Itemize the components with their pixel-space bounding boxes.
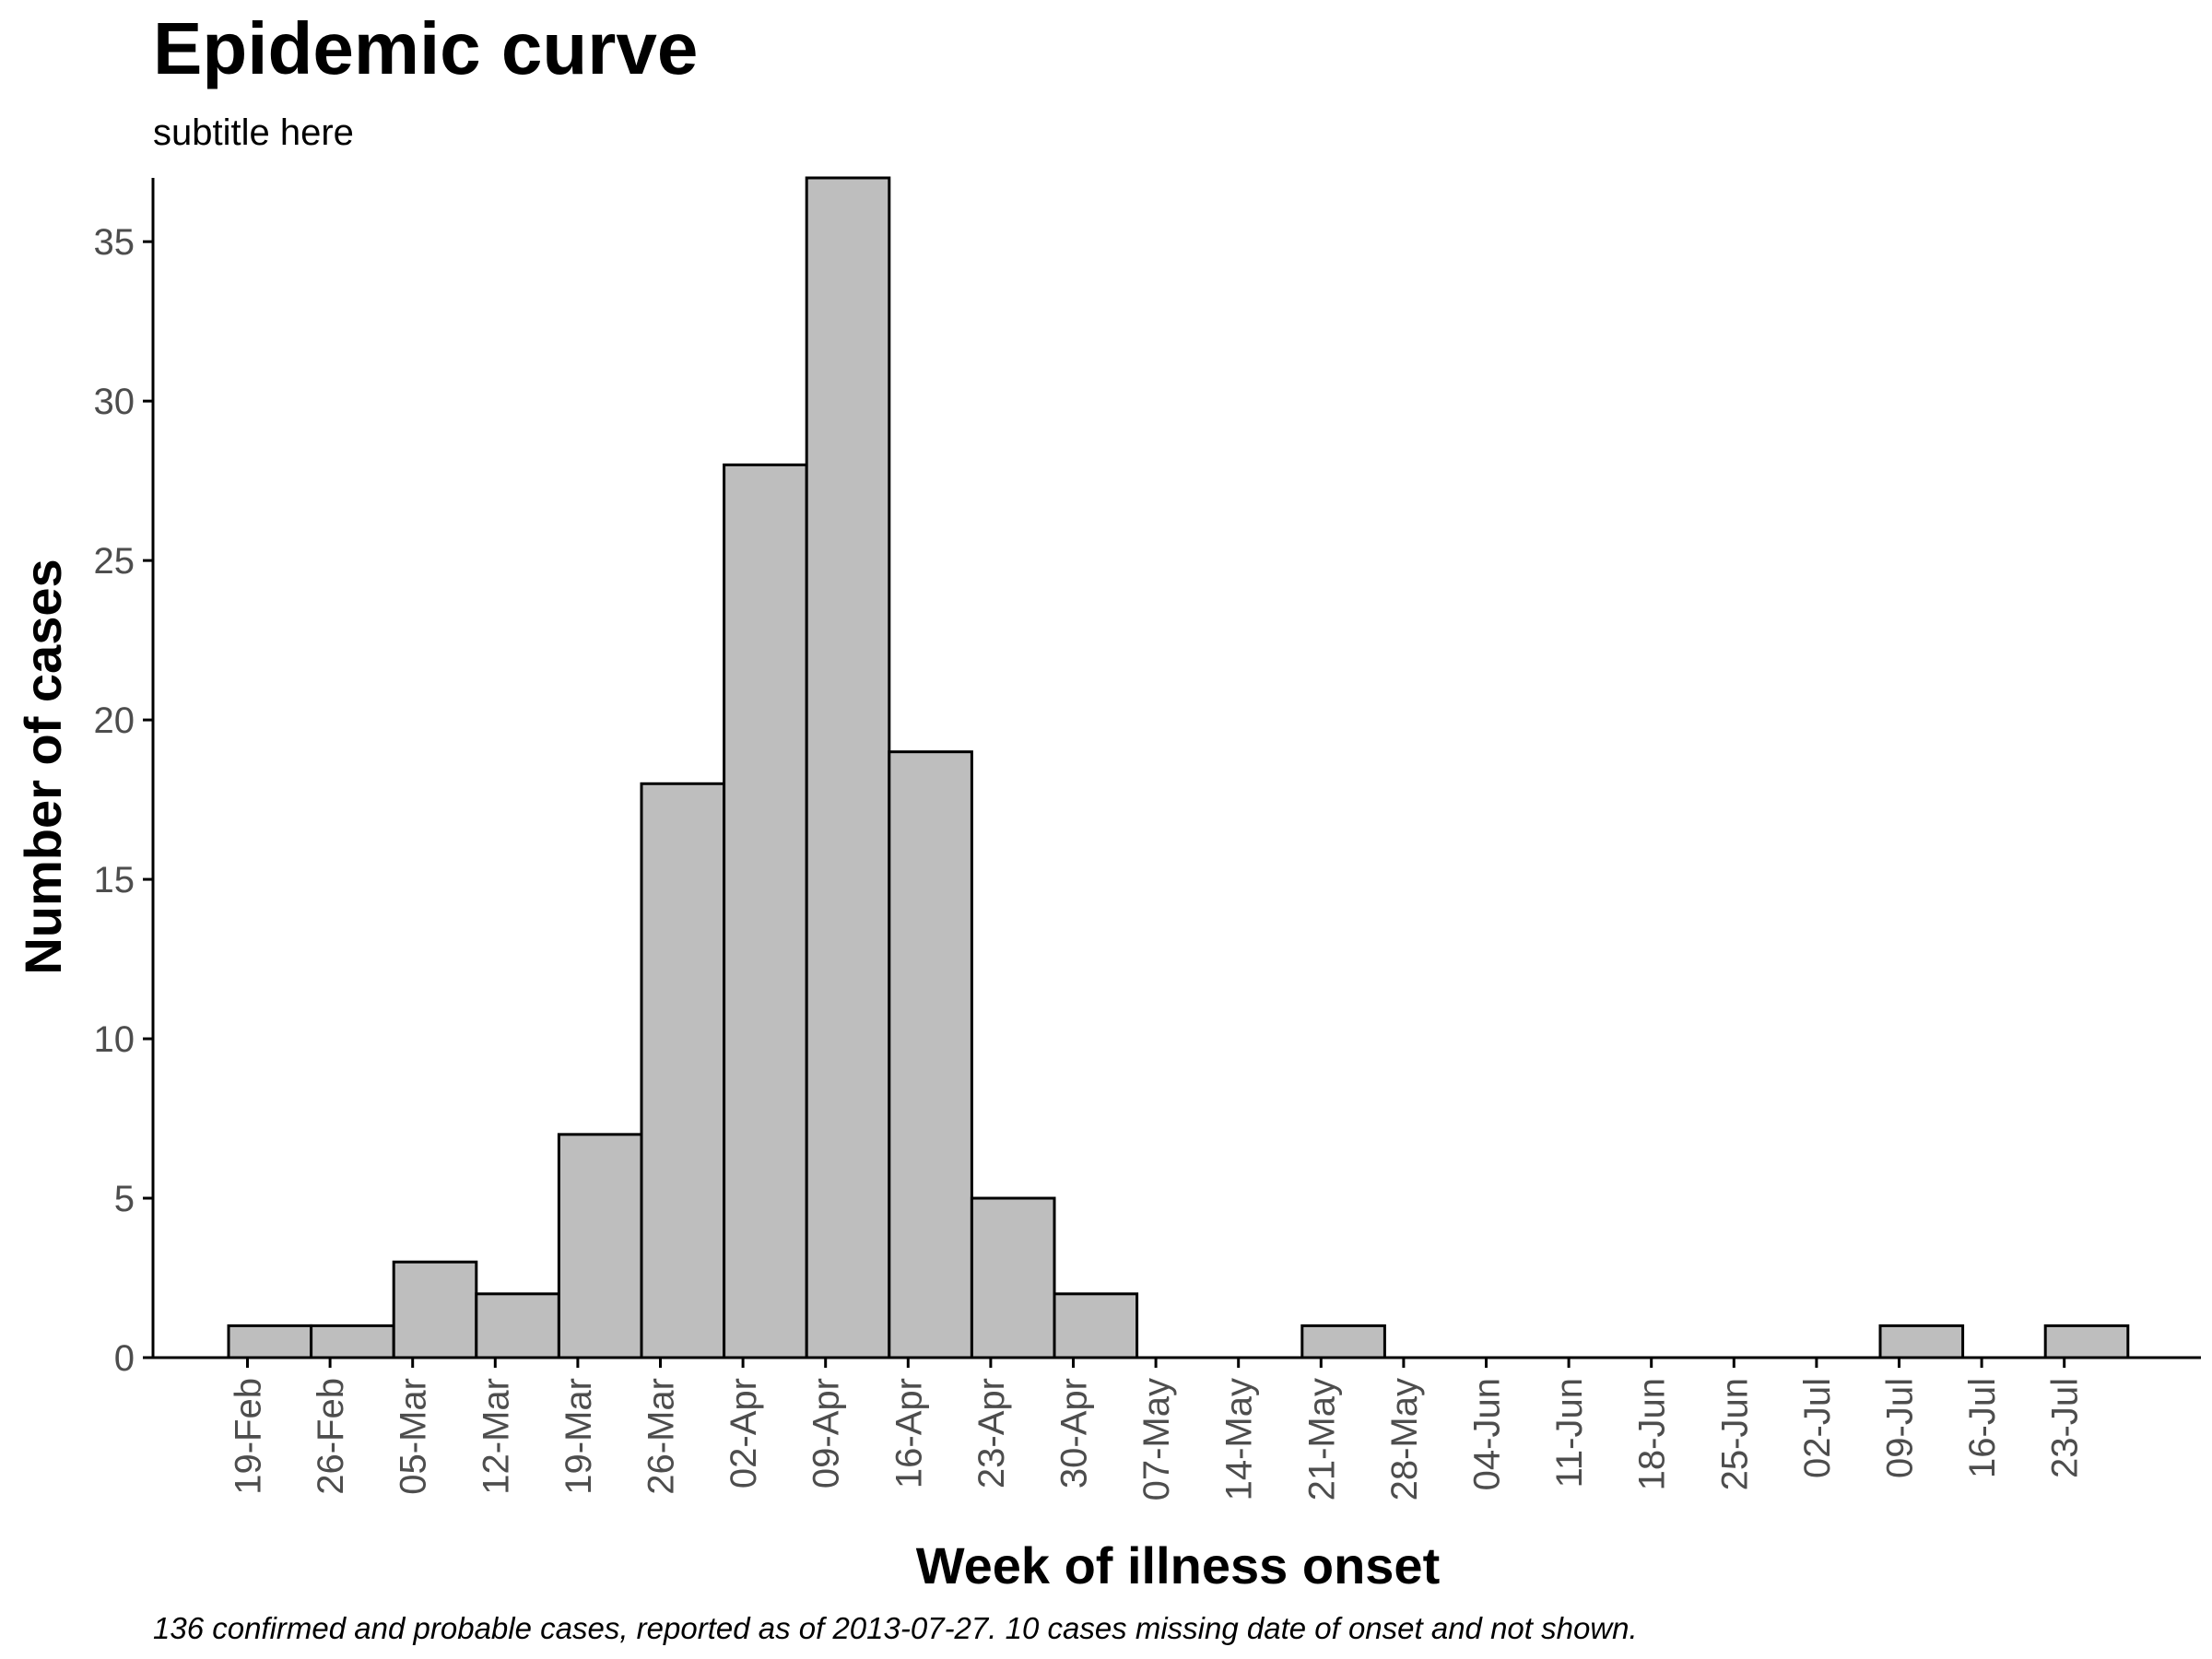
chart-title: Epidemic curve [153,7,698,89]
x-tick-label-18-Jun: 18-Jun [1632,1378,1673,1490]
bar-2013-03-25 [640,782,726,1359]
y-axis: 0 5 10 15 20 25 30 35 [94,178,155,1379]
x-tick-label-23-Jul: 23-Jul [2045,1378,2086,1478]
y-tick-label-15: 15 [94,860,135,900]
bar-2013-07-08 [1878,1324,1965,1359]
bar-2013-07-22 [2043,1324,2130,1359]
y-tick-label-25: 25 [94,541,135,582]
x-tick-label-19-Mar: 19-Mar [559,1378,599,1495]
x-tick-label-23-Apr: 23-Apr [971,1378,1012,1488]
x-tick-label-28-May: 28-May [1384,1378,1425,1500]
x-tick-label-11-Jun: 11-Jun [1549,1378,1590,1488]
x-tick-label-04-Jun: 04-Jun [1467,1378,1508,1490]
bar-2013-03-04 [392,1260,478,1359]
chart-subtitle: subtitle here [153,112,354,153]
bar-2013-05-20 [1300,1324,1386,1359]
x-tick-label-09-Jul: 09-Jul [1880,1378,1921,1478]
bar-2013-03-11 [475,1292,560,1359]
x-tick-label-09-Apr: 09-Apr [806,1378,847,1488]
bar-2013-04-01 [723,463,808,1359]
x-axis: 19-Feb 26-Feb 05-Mar 12-Mar 19-Mar 26-Mar 02-A… [153,1356,2201,1500]
bar-2013-04-29 [1053,1292,1139,1359]
x-tick-label-26-Mar: 26-Mar [641,1378,682,1495]
y-tick-label-0: 0 [114,1338,135,1379]
y-tick-label-20: 20 [94,700,135,741]
x-tick-label-19-Feb: 19-Feb [229,1378,269,1495]
x-tick-label-05-Mar: 05-Mar [394,1378,434,1495]
bar-2013-04-15 [888,750,973,1359]
y-tick-label-30: 30 [94,382,135,422]
bar-2013-04-22 [970,1196,1056,1359]
chart-caption: 136 confirmed and probable cases, report… [153,1611,1638,1645]
x-tick-label-26-Feb: 26-Feb [311,1378,351,1495]
bar-2013-02-25 [310,1324,395,1359]
bar-2013-02-18 [227,1324,313,1359]
bar-2013-03-18 [557,1133,643,1359]
x-tick-label-14-May: 14-May [1219,1378,1260,1500]
x-tick-label-12-Mar: 12-Mar [476,1378,516,1495]
x-tick-label-02-Apr: 02-Apr [724,1378,764,1488]
bar-2013-04-08 [805,176,891,1359]
x-tick-label-16-Jul: 16-Jul [1962,1378,2003,1478]
y-axis-title: Number of cases [14,559,72,974]
x-axis-title: Week of illness onset [916,1536,1440,1594]
bars [227,176,2130,1359]
x-tick-label-30-Apr: 30-Apr [1054,1378,1095,1488]
x-tick-label-25-Jun: 25-Jun [1714,1378,1755,1490]
x-tick-label-07-May: 07-May [1136,1378,1177,1500]
x-tick-label-21-May: 21-May [1301,1378,1342,1500]
y-tick-label-35: 35 [94,222,135,263]
x-tick-label-02-Jul: 02-Jul [1797,1378,1838,1478]
y-tick-label-5: 5 [114,1179,135,1219]
x-tick-label-16-Apr: 16-Apr [888,1378,929,1488]
y-tick-label-10: 10 [94,1019,135,1060]
